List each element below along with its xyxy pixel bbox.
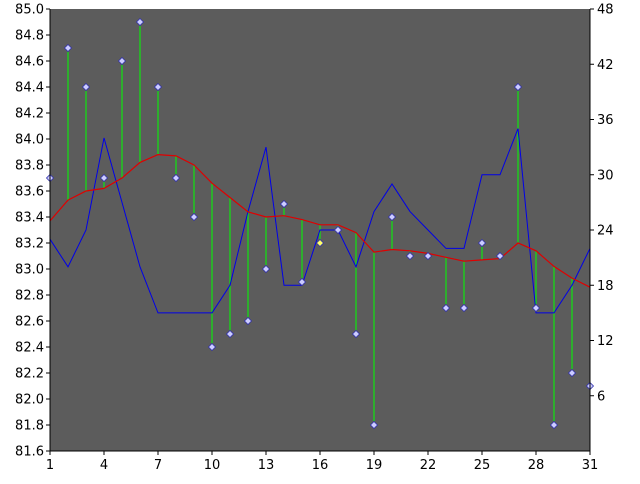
data-point-8 — [171, 173, 181, 183]
data-point-25 — [477, 238, 487, 248]
markers-layer — [45, 17, 595, 430]
x-tick-label: 31 — [582, 458, 599, 473]
x-tick-label: 1 — [46, 458, 54, 473]
left-tick-label: 84.2 — [15, 107, 44, 122]
data-point-26 — [495, 251, 505, 261]
left-tick-label: 84.4 — [15, 81, 44, 96]
data-point-5 — [117, 56, 127, 66]
data-point-24 — [459, 303, 469, 313]
x-tick-label: 22 — [420, 458, 437, 473]
data-point-17 — [333, 225, 343, 235]
data-point-30 — [567, 368, 577, 378]
left-tick-label: 83.2 — [15, 237, 44, 252]
left-tick-label: 85.0 — [15, 3, 44, 18]
data-point-9 — [189, 212, 199, 222]
data-point-2 — [63, 43, 73, 53]
left-tick-label: 83.0 — [15, 263, 44, 278]
right-tick-label: 6 — [597, 389, 605, 404]
data-point-12 — [243, 316, 253, 326]
data-point-3 — [81, 82, 91, 92]
data-point-28 — [531, 303, 541, 313]
data-point-20 — [387, 212, 397, 222]
stems-layer — [49, 22, 591, 425]
x-tick-label: 25 — [474, 458, 491, 473]
left-tick-label: 81.8 — [15, 419, 44, 434]
left-tick-label: 82.8 — [15, 289, 44, 304]
data-point-15 — [297, 277, 307, 287]
x-tick-label: 10 — [204, 458, 221, 473]
right-tick-label: 18 — [597, 279, 614, 294]
right-tick-label: 30 — [597, 168, 614, 183]
left-tick-label: 84.8 — [15, 29, 44, 44]
data-point-29 — [549, 420, 559, 430]
left-tick-label: 82.2 — [15, 367, 44, 382]
data-point-7 — [153, 82, 163, 92]
data-point-6 — [135, 17, 145, 27]
left-tick-label: 82.0 — [15, 393, 44, 408]
data-point-19 — [369, 420, 379, 430]
left-tick-label: 82.6 — [15, 315, 44, 330]
data-point-4 — [99, 173, 109, 183]
left-tick-label: 84.6 — [15, 55, 44, 70]
data-point-23 — [441, 303, 451, 313]
right-tick-label: 48 — [597, 3, 614, 18]
right-tick-label: 24 — [597, 224, 614, 239]
x-tick-label: 28 — [528, 458, 545, 473]
data-point-11 — [225, 329, 235, 339]
left-tick-label: 83.6 — [15, 185, 44, 200]
left-tick-label: 81.6 — [15, 445, 44, 460]
left-tick-label: 84.0 — [15, 133, 44, 148]
right-tick-label: 12 — [597, 334, 614, 349]
right-tick-label: 42 — [597, 58, 614, 73]
x-tick-label: 7 — [154, 458, 162, 473]
right-tick-label: 36 — [597, 113, 614, 128]
x-tick-label: 16 — [312, 458, 329, 473]
left-tick-label: 83.8 — [15, 159, 44, 174]
data-point-14 — [279, 199, 289, 209]
data-point-10 — [207, 342, 217, 352]
ticks-layer: 81.6 81.8 82.0 82.2 82.4 82.6 82.8 83.0 83.2 83.4… — [15, 3, 614, 474]
data-point-18 — [351, 329, 361, 339]
data-point-27 — [513, 82, 523, 92]
data-point-21 — [405, 251, 415, 261]
x-tick-label: 13 — [258, 458, 275, 473]
x-tick-label: 19 — [366, 458, 383, 473]
data-point-16 — [315, 238, 325, 248]
secondary-series-line — [49, 128, 591, 314]
left-tick-label: 83.4 — [15, 211, 44, 226]
left-tick-label: 82.4 — [15, 341, 44, 356]
data-point-13 — [261, 264, 271, 274]
x-tick-label: 4 — [100, 458, 108, 473]
data-point-22 — [423, 251, 433, 261]
